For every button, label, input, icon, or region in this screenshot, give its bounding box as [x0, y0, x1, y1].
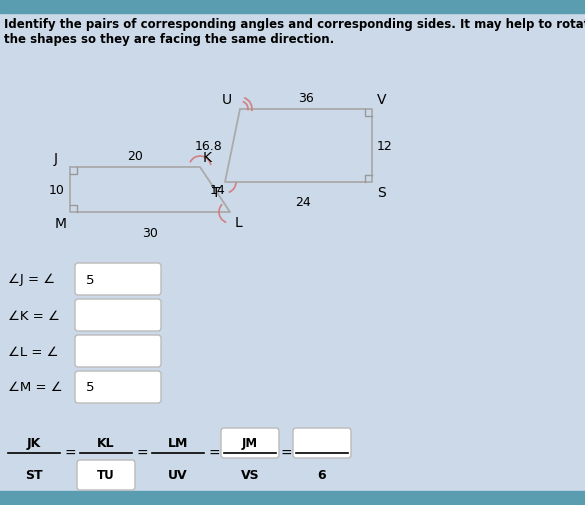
- Text: ST: ST: [25, 469, 43, 482]
- Text: KL: KL: [97, 437, 115, 449]
- Text: 5: 5: [86, 381, 95, 394]
- Text: Identify the pairs of corresponding angles and corresponding sides. It may help : Identify the pairs of corresponding angl…: [4, 18, 585, 31]
- Text: 24: 24: [295, 195, 311, 209]
- FancyBboxPatch shape: [75, 371, 161, 403]
- Text: 16.8: 16.8: [194, 140, 222, 153]
- Text: L: L: [235, 216, 243, 230]
- Text: =: =: [64, 446, 76, 460]
- Text: S: S: [377, 186, 386, 199]
- Text: =: =: [136, 446, 148, 460]
- Text: 30: 30: [142, 227, 158, 239]
- FancyBboxPatch shape: [75, 299, 161, 331]
- Text: JK: JK: [27, 437, 41, 449]
- Text: TU: TU: [97, 469, 115, 482]
- Text: 5: 5: [86, 273, 95, 286]
- Text: ∠K = ∠: ∠K = ∠: [8, 309, 60, 322]
- Text: U: U: [222, 93, 232, 107]
- Text: UV: UV: [168, 469, 188, 482]
- Text: =: =: [208, 446, 220, 460]
- Text: 14: 14: [210, 184, 226, 196]
- FancyBboxPatch shape: [293, 428, 351, 458]
- Bar: [0, 0, 585, 14]
- Text: 20: 20: [127, 149, 143, 163]
- Text: 36: 36: [298, 92, 314, 105]
- Text: K: K: [203, 150, 212, 165]
- Text: LM: LM: [168, 437, 188, 449]
- FancyBboxPatch shape: [75, 264, 161, 295]
- Text: =: =: [280, 446, 292, 460]
- Text: J: J: [54, 152, 58, 166]
- FancyBboxPatch shape: [77, 460, 135, 490]
- Text: ∠L = ∠: ∠L = ∠: [8, 345, 58, 358]
- Text: VS: VS: [240, 469, 259, 482]
- FancyBboxPatch shape: [75, 335, 161, 367]
- Text: JM: JM: [242, 437, 258, 449]
- Text: the shapes so they are facing the same direction.: the shapes so they are facing the same d…: [4, 33, 334, 46]
- Text: M: M: [55, 217, 67, 231]
- FancyBboxPatch shape: [221, 428, 279, 458]
- Text: 6: 6: [318, 469, 326, 482]
- Text: V: V: [377, 93, 387, 107]
- Text: ∠M = ∠: ∠M = ∠: [8, 381, 63, 394]
- Bar: [0, 491, 585, 505]
- Text: 10: 10: [49, 184, 65, 196]
- Text: T: T: [212, 186, 220, 199]
- Text: ∠J = ∠: ∠J = ∠: [8, 273, 55, 286]
- Text: 12: 12: [377, 140, 393, 153]
